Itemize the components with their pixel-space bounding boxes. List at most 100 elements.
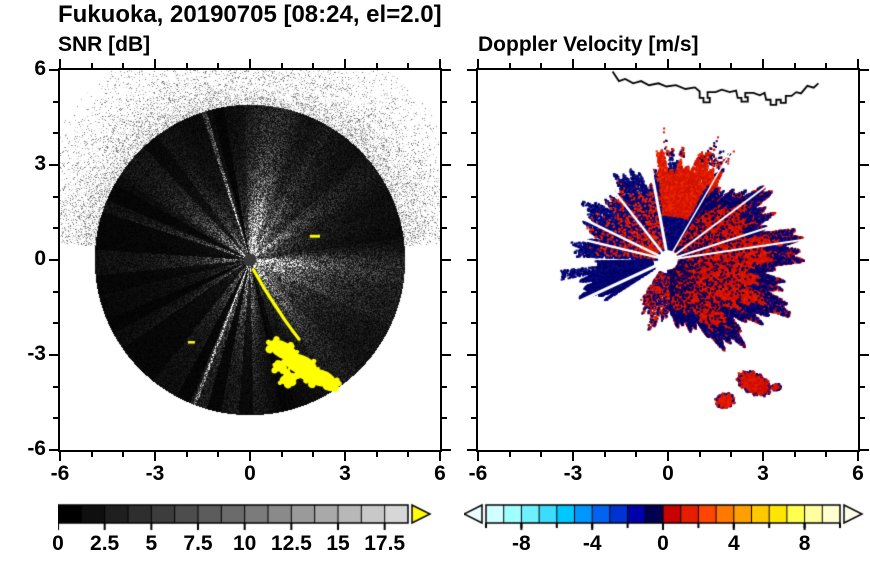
colorbar-tick-label: -4 (582, 532, 602, 555)
y-tick-label: -6 (27, 437, 46, 460)
axis-tick (477, 452, 479, 461)
axis-tick (49, 259, 58, 261)
axis-tick (603, 452, 606, 457)
axis-tick (442, 69, 451, 71)
colorbar-tick-label: 10 (232, 532, 257, 555)
figure-title: Fukuoka, 20190705 [08:24, el=2.0] (58, 1, 442, 28)
axis-tick (122, 63, 125, 68)
axis-tick (185, 63, 188, 68)
axis-tick (857, 452, 859, 461)
axis-tick (185, 452, 188, 457)
axis-tick (122, 452, 125, 457)
axis-tick (49, 354, 58, 356)
axis-tick (825, 452, 828, 457)
axis-tick (467, 259, 476, 261)
colorbar-tick-label: 8 (798, 532, 811, 555)
axis-tick (439, 452, 441, 461)
axis-tick (508, 63, 511, 68)
axis-tick (53, 132, 58, 135)
axis-tick (442, 385, 447, 388)
axis-tick (442, 449, 451, 451)
axis-tick (572, 59, 574, 68)
axis-tick (762, 452, 764, 461)
axis-tick (442, 132, 447, 135)
axis-tick (860, 417, 865, 420)
axis-tick (667, 452, 669, 461)
x-tick-label: -6 (50, 462, 70, 485)
axis-tick (154, 59, 156, 68)
axis-tick (540, 63, 543, 68)
axis-tick (53, 385, 58, 388)
axis-tick (471, 417, 476, 420)
axis-tick (467, 69, 476, 71)
colorbar-tick-label: -8 (512, 532, 531, 555)
axis-tick (860, 290, 865, 293)
axis-tick (375, 63, 378, 68)
doppler-colorbar-canvas (464, 502, 864, 534)
colorbar-tick-label: 17.5 (364, 532, 406, 555)
axis-tick (860, 100, 865, 103)
x-tick-label: 6 (434, 462, 446, 485)
axis-tick (471, 132, 476, 135)
axis-tick (312, 63, 315, 68)
axis-tick (467, 164, 476, 166)
axis-tick (344, 59, 346, 68)
axis-tick (249, 452, 251, 461)
colorbar-tick-label: 15 (326, 532, 350, 555)
axis-tick (762, 59, 764, 68)
axis-tick (59, 452, 61, 461)
axis-tick (280, 63, 283, 68)
axis-tick (793, 452, 796, 457)
axis-tick (49, 69, 58, 71)
snr-panel-title: SNR [dB] (58, 33, 151, 56)
axis-tick (49, 164, 58, 166)
axis-tick (471, 100, 476, 103)
x-tick-label: 3 (339, 462, 351, 485)
axis-tick (471, 227, 476, 230)
axis-tick (471, 322, 476, 325)
axis-tick (442, 290, 447, 293)
axis-tick (635, 452, 638, 457)
axis-tick (540, 452, 543, 457)
axis-tick (442, 322, 447, 325)
axis-tick (53, 227, 58, 230)
axis-tick (860, 259, 869, 261)
colorbar-tick-label: 0 (657, 532, 669, 555)
colorbar-tick-label: 5 (145, 532, 158, 555)
axis-tick (439, 59, 441, 68)
y-tick-label: 0 (34, 247, 46, 270)
axis-tick (825, 63, 828, 68)
axis-tick (698, 63, 701, 68)
axis-tick (793, 63, 796, 68)
axis-tick (730, 452, 733, 457)
axis-tick (442, 259, 451, 261)
axis-tick (442, 227, 447, 230)
axis-tick (730, 63, 733, 68)
axis-tick (508, 452, 511, 457)
axis-tick (407, 63, 410, 68)
axis-tick (572, 452, 574, 461)
axis-tick (154, 452, 156, 461)
x-tick-label: 0 (244, 462, 256, 485)
axis-tick (407, 452, 410, 457)
axis-tick (90, 452, 93, 457)
axis-tick (860, 449, 869, 451)
snr-plot-frame (49, 59, 451, 461)
axis-tick (217, 452, 220, 457)
x-tick-label: 0 (662, 462, 674, 485)
axis-tick (217, 63, 220, 68)
colorbar-tick-label: 12.5 (270, 532, 312, 555)
axis-tick (471, 385, 476, 388)
doppler-panel-title: Doppler Velocity [m/s] (478, 33, 699, 56)
axis-tick (860, 354, 869, 356)
colorbar-tick-label: 0 (52, 532, 64, 555)
x-tick-label: 6 (852, 462, 864, 485)
axis-tick (53, 322, 58, 325)
doppler-plot-canvas (478, 70, 858, 450)
x-tick-label: -3 (563, 462, 583, 485)
axis-tick (344, 452, 346, 461)
axis-tick (860, 385, 865, 388)
axis-tick (59, 59, 61, 68)
axis-tick (860, 322, 865, 325)
